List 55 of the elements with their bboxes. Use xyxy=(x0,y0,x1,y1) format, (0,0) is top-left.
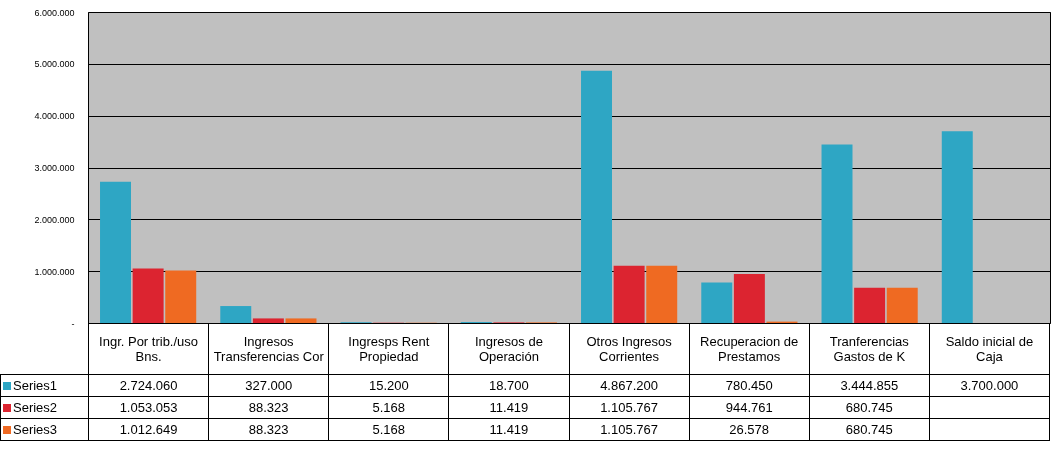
data-label: 5.168 xyxy=(328,396,449,419)
data-label: 680.745 xyxy=(809,418,930,441)
x-tick-label: Ingresps Rent Propiedad xyxy=(328,323,449,375)
data-label: 4.867.200 xyxy=(569,374,690,397)
data-label: 1.053.053 xyxy=(88,396,209,419)
bar xyxy=(821,144,853,323)
y-tick-label: 4.000.000 xyxy=(34,111,75,122)
x-tick-label: Ingresos Transferencias Cor xyxy=(208,323,329,375)
bar xyxy=(854,287,886,323)
legend-label: Series1 xyxy=(0,374,89,397)
data-label: 26.578 xyxy=(689,418,810,441)
legend-label: Series2 xyxy=(0,396,89,419)
y-tick-label: 2.000.000 xyxy=(34,214,75,225)
data-label: 680.745 xyxy=(809,396,930,419)
data-label: 18.700 xyxy=(448,374,569,397)
data-label: 15.200 xyxy=(328,374,449,397)
data-label: 944.761 xyxy=(689,396,810,419)
data-label: 11.419 xyxy=(448,418,569,441)
data-label: 1.012.649 xyxy=(88,418,209,441)
data-label: 88.323 xyxy=(208,418,329,441)
y-tick-label: 3.000.000 xyxy=(34,163,75,173)
data-label: 1.105.767 xyxy=(569,418,690,441)
y-tick-label: 1.000.000 xyxy=(34,266,75,277)
data-label: 3.444.855 xyxy=(809,374,930,397)
bar xyxy=(941,131,973,323)
y-tick-label: 5.000.000 xyxy=(34,59,75,70)
bar xyxy=(220,306,252,323)
bar xyxy=(733,274,765,323)
x-tick-label: Saldo inicial de Caja xyxy=(929,323,1050,375)
data-label: 1.105.767 xyxy=(569,396,690,419)
bar xyxy=(165,270,197,323)
x-tick-label: Ingresos de Operación xyxy=(448,323,569,375)
data-label: 780.450 xyxy=(689,374,810,397)
bar xyxy=(646,265,678,323)
x-tick-label: Recuperacion de Prestamos xyxy=(689,323,810,375)
data-label: 3.700.000 xyxy=(929,374,1050,397)
bar xyxy=(886,287,918,323)
bar xyxy=(581,70,612,323)
bar xyxy=(701,282,733,323)
legend-label: Series3 xyxy=(0,418,89,441)
bar xyxy=(132,268,164,323)
data-label: 88.323 xyxy=(208,396,329,419)
x-tick-label: Tranferencias Gastos de K xyxy=(809,323,930,375)
bar xyxy=(613,265,645,323)
data-label: 2.724.060 xyxy=(88,374,209,397)
data-label: 5.168 xyxy=(328,418,449,441)
data-label: 327.000 xyxy=(208,374,329,397)
bar xyxy=(100,181,131,323)
x-tick-label: Otros Ingresos Corrientes xyxy=(569,323,690,375)
x-tick-label: Ingr. Por trib./uso Bns. xyxy=(88,323,209,375)
y-tick-label: 6.000.000 xyxy=(34,7,75,18)
data-label: 11.419 xyxy=(448,396,569,419)
y-tick-label: - xyxy=(71,318,75,329)
bar xyxy=(285,318,317,323)
bar xyxy=(252,318,284,323)
